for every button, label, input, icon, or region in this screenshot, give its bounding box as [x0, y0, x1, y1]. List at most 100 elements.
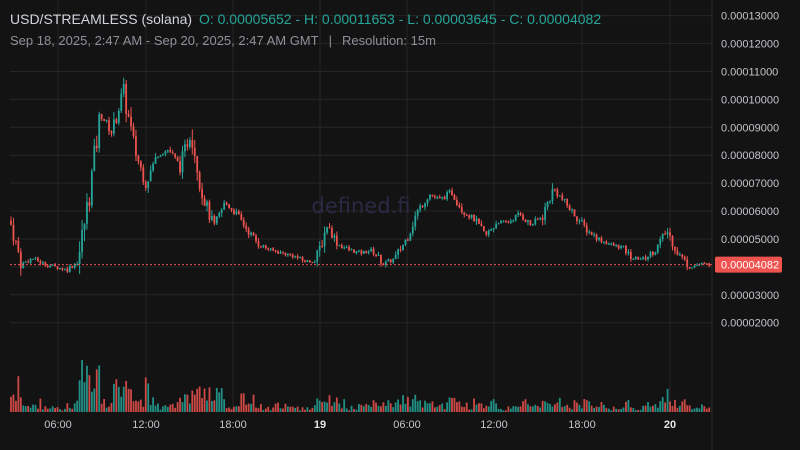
candle-body [215, 216, 218, 224]
candle-body [46, 265, 49, 267]
candle-body [247, 229, 250, 235]
volume-bar [211, 400, 213, 412]
volume-bar [701, 404, 703, 412]
candle-body [380, 254, 382, 264]
volume-bar [451, 397, 453, 412]
volume-bar [247, 403, 250, 412]
candle-body [188, 140, 191, 147]
volume-bar [681, 401, 684, 412]
candle-body [335, 235, 338, 246]
candle-body [66, 268, 69, 272]
volume-bar [500, 408, 502, 412]
volume-bar [384, 405, 387, 412]
volume-bar [367, 405, 370, 412]
volume-bar [588, 401, 591, 412]
y-tick-label: 0.00010000 [721, 94, 779, 106]
candle-body [179, 161, 181, 173]
candle-body [115, 119, 118, 123]
volume-bar [154, 405, 157, 412]
candle-body [414, 215, 417, 227]
volume-bar [193, 394, 196, 412]
candle-body [615, 244, 618, 246]
volume-bar [245, 404, 248, 412]
candle-body [120, 93, 123, 111]
candle-body [289, 253, 292, 255]
candle-body [693, 265, 696, 268]
volume-bar [573, 400, 576, 412]
candle-body [605, 241, 608, 245]
volume-bar [176, 402, 179, 412]
y-tick-label: 0.00008000 [721, 150, 779, 162]
candle-body [595, 234, 598, 240]
volume-bar [424, 400, 426, 412]
volume-bar [517, 406, 520, 412]
volume-bar [438, 405, 441, 412]
y-tick-label: 0.00002000 [721, 318, 779, 330]
volume-bar [164, 405, 167, 412]
candle-body [88, 202, 91, 206]
candle-body [355, 251, 358, 253]
volume-bar [480, 403, 483, 412]
candle-body [125, 83, 128, 114]
volume-bar [578, 404, 581, 412]
candle-body [313, 261, 316, 263]
date-range: Sep 18, 2025, 2:47 AM - Sep 20, 2025, 2:… [10, 33, 319, 48]
candle-body [634, 257, 637, 259]
volume-bar [583, 398, 586, 412]
price-axis[interactable]: 0.00013000 0.00012000 0.00011000 0.00010000… [721, 11, 779, 330]
candle-body [681, 254, 684, 257]
volume-bar [208, 387, 211, 412]
volume-bar [15, 400, 17, 412]
separator: | [328, 33, 332, 48]
volume-bar [585, 400, 588, 412]
candle-body [147, 181, 150, 189]
candle-body [421, 205, 424, 208]
candle-body [348, 247, 350, 251]
candle-body [103, 118, 105, 121]
volume-bar [159, 409, 162, 412]
y-tick-label: 0.00007000 [721, 178, 779, 190]
volume-bar [554, 404, 556, 412]
volume-bar [225, 408, 228, 412]
volume-bar [125, 380, 128, 412]
candle-body [284, 252, 287, 256]
volume-bar [29, 407, 32, 412]
volume-bar [465, 402, 468, 412]
candle-body [282, 251, 284, 253]
candle-body [492, 227, 495, 230]
volume-bar [541, 400, 544, 412]
candle-body [446, 192, 448, 200]
x-tick-label: 18:00 [219, 419, 247, 431]
volume-bar [617, 409, 620, 412]
candle-body [639, 258, 642, 260]
volume-bar [323, 401, 326, 412]
candle-body [691, 267, 693, 269]
volume-bar [649, 406, 652, 412]
volume-bar [358, 404, 360, 412]
candle-body [431, 194, 434, 197]
volume-bar [370, 407, 373, 412]
candle-body [274, 250, 277, 252]
volume-bar [629, 407, 632, 412]
candle-body [86, 202, 88, 224]
volume-bar [110, 403, 113, 412]
volume-bar [318, 400, 321, 412]
candle-body [389, 259, 392, 263]
volume-bar [242, 393, 245, 412]
candle-body [617, 244, 620, 249]
volume-bar [603, 404, 605, 412]
candle-body [242, 219, 245, 226]
volume-bar [343, 399, 346, 412]
candle-body [24, 261, 27, 263]
candle-body [22, 262, 25, 269]
candle-body [666, 232, 669, 235]
volume-bar [708, 407, 711, 412]
volume-bar [95, 369, 98, 412]
y-tick-label: 0.00005000 [721, 234, 779, 246]
time-axis[interactable]: 06:00 12:00 18:00 19 06:00 12:00 18:00 20 [44, 419, 676, 431]
volume-bar [669, 401, 671, 412]
candle-body [240, 214, 243, 220]
candle-body [294, 256, 297, 258]
candle-body [257, 240, 260, 247]
